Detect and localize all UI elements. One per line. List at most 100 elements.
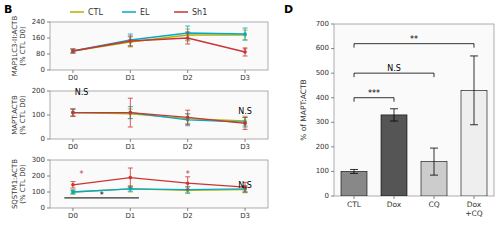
y-tick-label: 700 (316, 20, 329, 28)
marker (186, 116, 190, 120)
data-group (64, 168, 247, 198)
x-tick (72, 70, 73, 73)
marker (71, 183, 75, 187)
error-bar (128, 37, 133, 47)
x-tick (130, 70, 131, 73)
y-tick-label: 160 (32, 34, 45, 42)
error-bar (70, 190, 75, 195)
x-tick (130, 139, 131, 142)
plot-frame (50, 160, 268, 208)
bracket-label: N.S (387, 64, 401, 73)
y-tick (47, 208, 50, 209)
text-line: (% CTL D0) (19, 164, 27, 204)
error-bar (70, 49, 75, 53)
y-tick (47, 54, 50, 55)
plot-frame (50, 91, 268, 139)
error-bar (70, 190, 75, 193)
error-bar (185, 110, 190, 124)
plot-frame (50, 22, 268, 70)
y-tick (331, 97, 334, 98)
y-tick-label: 200 (316, 143, 329, 151)
y-label: MAP1LC3-II:ACTB(% CTL D0) (11, 16, 28, 77)
annotation: * (100, 191, 104, 200)
x-tick-label: D3 (240, 74, 250, 82)
y-label-group: MAPT:ACTB(% CTL D0) (11, 95, 28, 135)
x-tick (130, 208, 131, 211)
x-tick (187, 139, 188, 142)
x-tick-label: D2 (183, 74, 193, 82)
legend-entry: CTL (88, 8, 103, 17)
y-tick-label: 100 (32, 188, 45, 196)
y-tick (47, 176, 50, 177)
x-tick (245, 208, 246, 211)
x-tick-label: D3 (240, 212, 250, 220)
error-bar (185, 32, 190, 44)
y-tick-label: 100 (32, 111, 45, 119)
x-tick-label: D1 (125, 143, 135, 151)
y-label: SQSTM1:ACTB(% CTL D0) (11, 159, 28, 209)
marker (71, 111, 75, 115)
y-label-group: MAP1LC3-II:ACTB(% CTL D0) (11, 16, 28, 77)
annotation: * (80, 170, 84, 179)
marker (129, 111, 133, 115)
series-line (73, 113, 245, 124)
error-bar (390, 109, 398, 121)
text-line: (% CTL D0) (19, 26, 27, 66)
marker (129, 176, 133, 180)
error-bar (128, 98, 133, 127)
figure: 080160240D0D1D2D3MAP1LC3-II:ACTB(% CTL D… (0, 0, 500, 229)
x-tick (187, 70, 188, 73)
y-tick-label: 600 (316, 44, 329, 52)
x-tick (434, 196, 435, 199)
marker (71, 49, 75, 53)
bracket-label: *** (368, 89, 380, 98)
y-tick-label: 0 (41, 66, 45, 74)
annotation: N.S (75, 88, 89, 97)
line-chart: 080160240D0D1D2D3MAP1LC3-II:ACTB(% CTL D… (11, 16, 268, 82)
y-tick-label: 300 (32, 156, 45, 164)
text-line: CTL (347, 200, 362, 209)
x-tick (474, 196, 475, 199)
x-tick-label: Dox+CQ (465, 200, 483, 218)
text-line: Dox (387, 200, 402, 209)
error-bar (430, 148, 438, 175)
y-tick (47, 139, 50, 140)
x-tick (245, 70, 246, 73)
x-tick-label: D1 (125, 212, 135, 220)
line-chart: 0100200D0D1D2D3MAPT:ACTB(% CTL D0)N.SN.S (11, 87, 268, 151)
y-label-group: % of MAPT:ACTB (299, 79, 308, 141)
x-tick-label: D0 (68, 74, 78, 82)
marker (71, 49, 75, 53)
legend-swatch (174, 11, 188, 13)
error-bar (128, 36, 133, 46)
marker (71, 111, 75, 115)
line-chart: 0100200300D0D1D2D3SQSTM1:ACTB(% CTL D0)*… (11, 156, 268, 220)
error-bar (70, 182, 75, 188)
bracket (354, 98, 394, 102)
text-line: (% CTL D0) (19, 95, 27, 135)
y-tick (47, 38, 50, 39)
y-tick (47, 192, 50, 193)
bar-chart: 0100200300400500600700% of MAPT:ACTBCTLD… (299, 20, 494, 218)
y-tick-label: 200 (32, 87, 45, 95)
legend-entry: Sh1 (192, 8, 207, 17)
y-tick (47, 115, 50, 116)
annotation: * (186, 170, 190, 179)
x-tick (187, 208, 188, 211)
error-bar (350, 169, 358, 173)
text-line: +CQ (465, 209, 483, 218)
y-tick (331, 48, 334, 49)
y-tick-label: 100 (316, 167, 329, 175)
error-bar (243, 28, 248, 40)
x-tick-label: D0 (68, 143, 78, 151)
legend-swatch (70, 11, 84, 13)
x-tick (72, 208, 73, 211)
bar (381, 115, 407, 196)
y-tick (331, 171, 334, 172)
text-line: SQSTM1:ACTB (11, 159, 19, 209)
series-line (73, 33, 245, 51)
x-tick-label: D1 (125, 74, 135, 82)
y-tick-label: 500 (316, 69, 329, 77)
text-line: CQ (428, 200, 439, 209)
y-tick (47, 91, 50, 92)
